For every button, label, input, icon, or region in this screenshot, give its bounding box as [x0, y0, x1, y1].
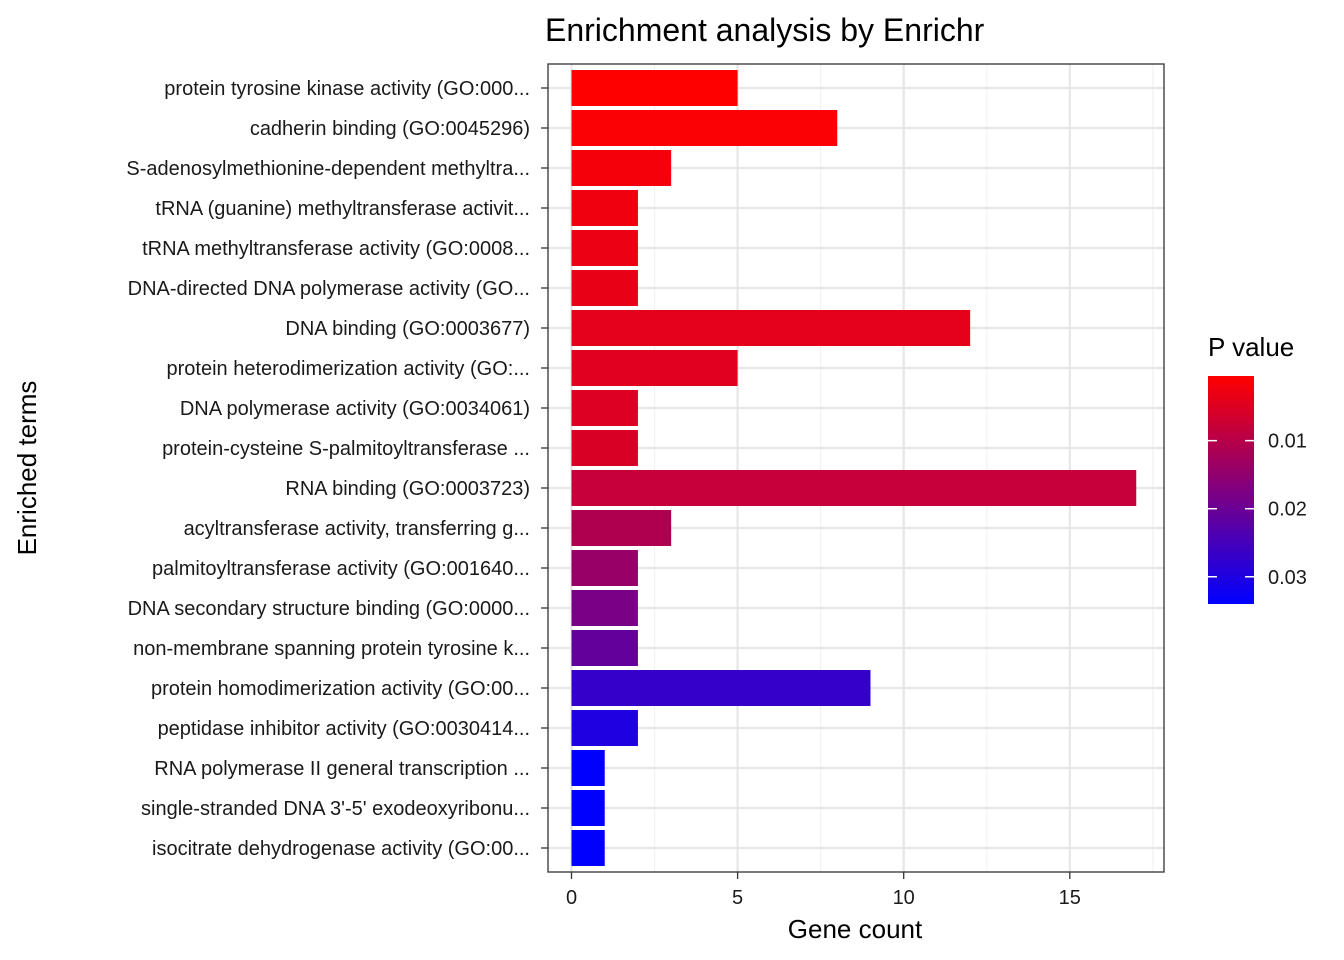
- y-tick-label: protein tyrosine kinase activity (GO:000…: [164, 78, 530, 100]
- legend-colorbar: [1208, 376, 1254, 604]
- bar: [571, 310, 971, 346]
- bar: [571, 510, 672, 546]
- bar: [571, 710, 638, 746]
- y-tick-label: DNA-directed DNA polymerase activity (GO…: [128, 278, 530, 300]
- y-tick-label: acyltransferase activity, transferring g…: [184, 518, 530, 540]
- bar: [571, 630, 638, 666]
- grid-layer: [548, 64, 1164, 872]
- y-tick-label: RNA polymerase II general transcription …: [154, 758, 530, 780]
- legend-ticks: 0.01 0.02 0.03: [1208, 431, 1307, 589]
- y-tick-label: cadherin binding (GO:0045296): [250, 118, 530, 140]
- chart-title: Enrichment analysis by Enrichr: [545, 12, 985, 48]
- y-tick-label: isocitrate dehydrogenase activity (GO:00…: [152, 838, 530, 860]
- bar: [571, 150, 672, 186]
- y-tick-label: RNA binding (GO:0003723): [285, 478, 530, 500]
- bar: [571, 350, 738, 386]
- y-tick-label: protein-cysteine S-palmitoyltransferase …: [162, 438, 530, 460]
- bar: [571, 110, 838, 146]
- y-tick-label: DNA binding (GO:0003677): [285, 318, 530, 340]
- x-axis-title: Gene count: [788, 914, 923, 944]
- bar: [571, 270, 638, 306]
- y-tick-label: tRNA (guanine) methyltransferase activit…: [155, 198, 530, 220]
- bar: [571, 670, 871, 706]
- bar: [571, 390, 638, 426]
- bar: [571, 430, 638, 466]
- y-tick-label: single-stranded DNA 3'-5' exodeoxyribonu…: [141, 798, 530, 820]
- bars-layer: [571, 70, 1137, 866]
- bar: [571, 470, 1137, 506]
- legend-title: P value: [1208, 332, 1294, 362]
- bar: [571, 550, 638, 586]
- y-tick-label: tRNA methyltransferase activity (GO:0008…: [142, 238, 530, 260]
- bar: [571, 790, 605, 826]
- panel-border: [547, 63, 1165, 873]
- y-tick-label: DNA secondary structure binding (GO:0000…: [128, 598, 530, 620]
- y-tick-label: palmitoyltransferase activity (GO:001640…: [152, 558, 530, 580]
- legend-tick-label: 0.03: [1268, 567, 1307, 589]
- y-tick-label: S-adenosylmethionine-dependent methyltra…: [126, 158, 530, 180]
- bar: [571, 750, 605, 786]
- bar: [571, 70, 738, 106]
- y-tick-label: non-membrane spanning protein tyrosine k…: [133, 638, 530, 660]
- bar: [571, 230, 638, 266]
- x-tick-label: 15: [1059, 887, 1081, 909]
- y-tick-label: protein heterodimerization activity (GO:…: [167, 358, 530, 380]
- x-tick-label: 10: [893, 887, 915, 909]
- x-tick-label: 5: [732, 887, 743, 909]
- bar: [571, 190, 638, 226]
- y-axis: protein tyrosine kinase activity (GO:000…: [126, 78, 548, 860]
- x-axis: 0 5 10 15: [566, 872, 1081, 909]
- y-tick-label: peptidase inhibitor activity (GO:0030414…: [158, 718, 530, 740]
- y-tick-label: protein homodimerization activity (GO:00…: [151, 678, 530, 700]
- y-tick-label: DNA polymerase activity (GO:0034061): [180, 398, 530, 420]
- x-tick-label: 0: [566, 887, 577, 909]
- legend-tick-label: 0.01: [1268, 431, 1307, 453]
- bar: [571, 830, 605, 866]
- y-axis-title: Enriched terms: [12, 381, 42, 556]
- legend-tick-label: 0.02: [1268, 499, 1307, 521]
- legend: P value 0.01 0.02 0.03: [1208, 332, 1307, 604]
- bar: [571, 590, 638, 626]
